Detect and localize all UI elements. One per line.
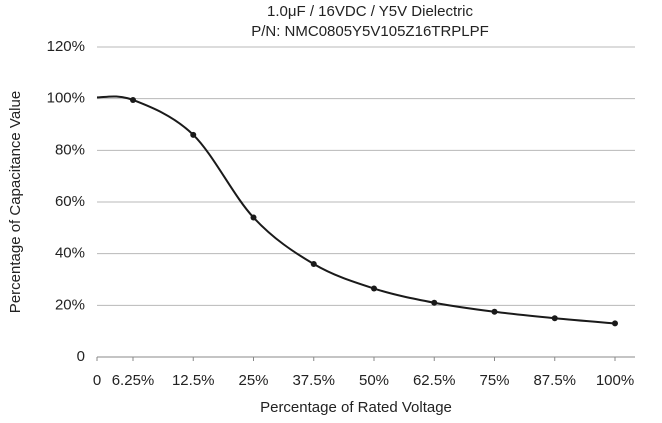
x-axis-label: Percentage of Rated Voltage (260, 399, 452, 416)
point (371, 285, 377, 292)
x-tick-label: 100% (596, 372, 634, 389)
line (96, 95, 616, 325)
y-tick-label: 60% (55, 193, 85, 210)
y-tick-label: 80% (55, 141, 85, 158)
point (612, 320, 618, 327)
y-axis-label: Percentage of Capacitance Value (7, 91, 24, 313)
x-tick-label: 12.5% (172, 372, 215, 389)
y-tick-label: 120% (47, 38, 85, 55)
chart-title: 1.0μF / 16VDC / Y5V Dielectric (267, 3, 473, 20)
y-tick-label: 40% (55, 245, 85, 262)
x-tick-label: 37.5% (292, 372, 335, 389)
x-tick-label: 62.5% (413, 372, 456, 389)
point (551, 315, 558, 322)
point (310, 261, 317, 267)
x-tick-label: 0 (93, 372, 101, 389)
point (190, 131, 197, 138)
y-tick-label: 100% (47, 90, 85, 107)
x-tick-label: 6.25% (112, 372, 155, 389)
x-tick-label: 75% (479, 372, 509, 389)
point (250, 214, 257, 221)
y-tick-label: 0 (77, 348, 85, 365)
x-tick-label: 25% (238, 372, 268, 389)
y-tick-label: 20% (55, 296, 85, 313)
point (130, 96, 136, 103)
x-tick-label: 50% (359, 372, 389, 389)
chart-subtitle: P/N: NMC0805Y5V105Z16TRPLPF (251, 23, 489, 40)
point (491, 308, 498, 315)
x-tick-label: 87.5% (533, 372, 576, 389)
point (431, 299, 438, 306)
